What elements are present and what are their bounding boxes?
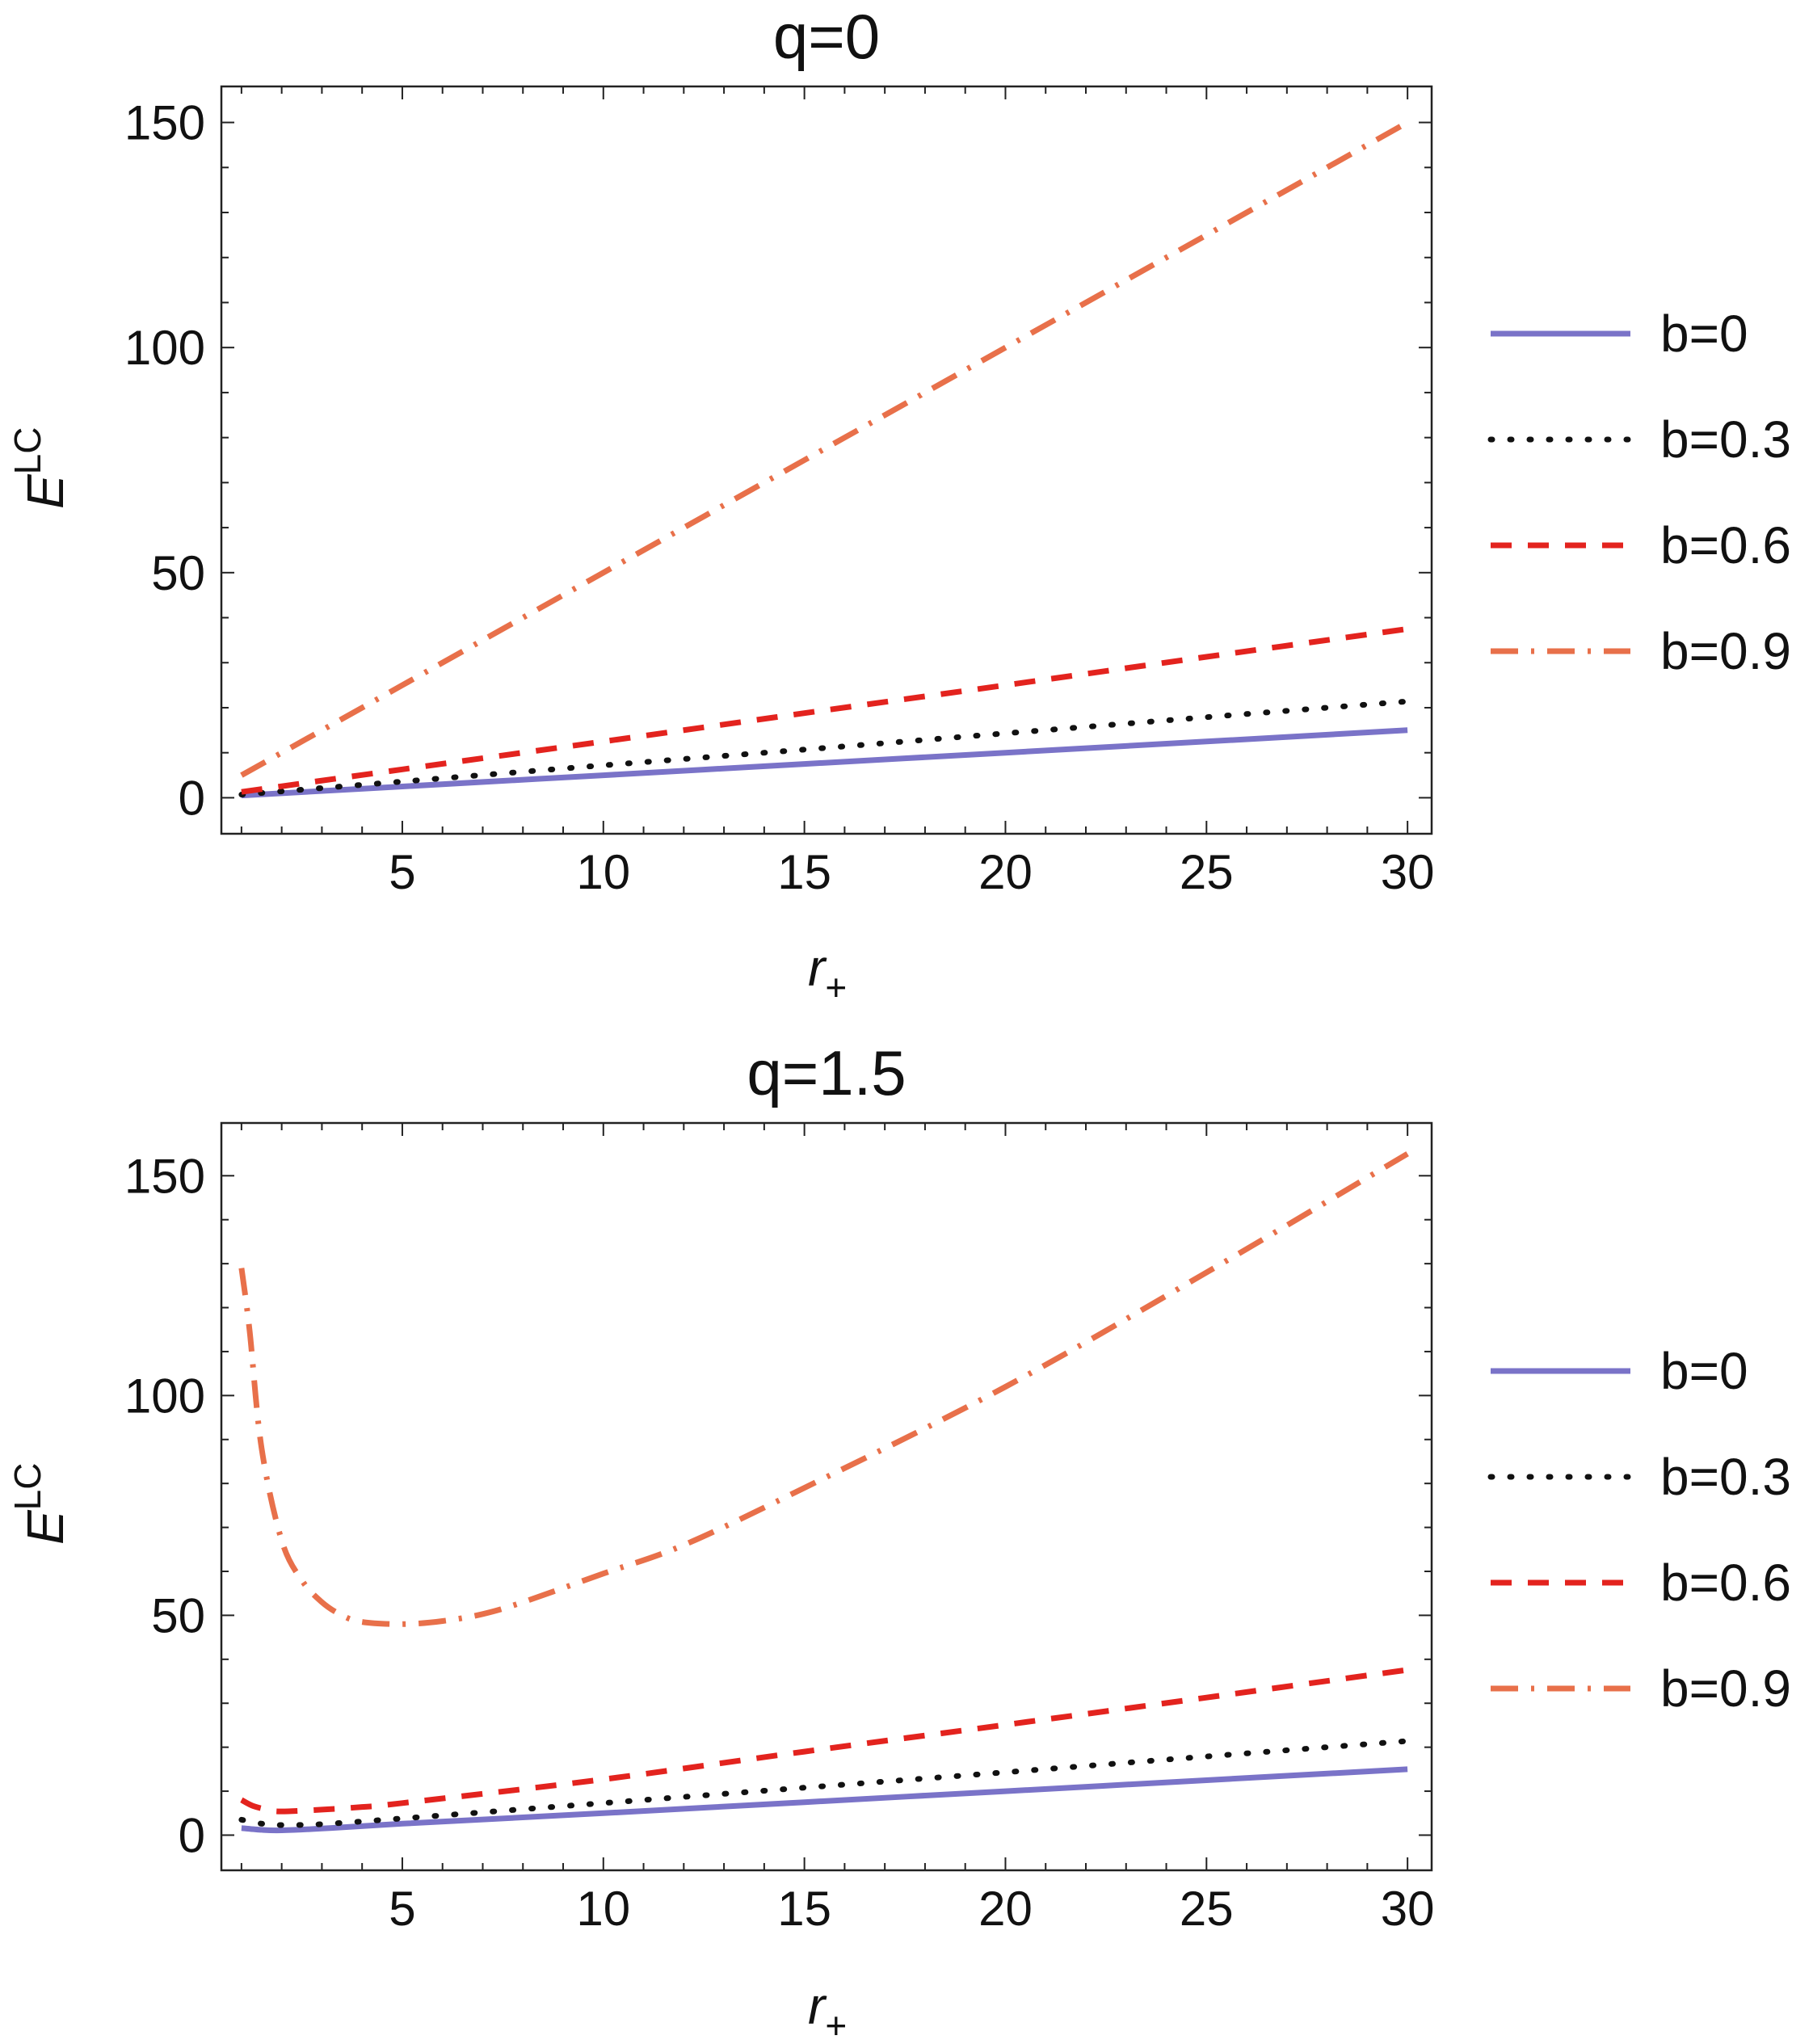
legend-label: b=0.6 (1660, 516, 1791, 574)
series-line-b-0-9 (240, 120, 1409, 778)
series-line-b-0-3 (238, 698, 1411, 797)
chart-title: q=0 (773, 1, 880, 72)
y-axis-label: ELC (6, 427, 74, 510)
ticks-layer: 5 10 15 20 25 30 0 50 100 150 (124, 86, 1435, 899)
plot-area (220, 1121, 1433, 1872)
x-axis-label: r+ (808, 1977, 847, 2044)
plot-frame (220, 1121, 1433, 1872)
series-line-b-0-6 (241, 626, 1408, 795)
legend-label: b=0.3 (1660, 1448, 1791, 1506)
series-line-b-0-6 (240, 1667, 1408, 1815)
x-tick-label: 30 (1381, 1882, 1435, 1936)
x-tick-label: 5 (389, 1882, 415, 1936)
y-tick-label: 100 (124, 1369, 205, 1423)
series-layer (238, 120, 1411, 799)
series-line-b-0 (241, 727, 1408, 799)
y-axis-label: ELC (6, 1463, 74, 1546)
y-tick-label: 0 (179, 1808, 205, 1862)
x-tick-label: 20 (978, 1882, 1033, 1936)
chart-title: q=1.5 (747, 1037, 906, 1108)
plot-area (220, 85, 1433, 835)
x-tick-label: 10 (576, 1882, 630, 1936)
x-tick-label: 15 (777, 1882, 831, 1936)
y-tick-label: 50 (151, 1588, 205, 1642)
series-line-b-0-9 (238, 1151, 1409, 1627)
legend-label: b=0.6 (1660, 1554, 1791, 1612)
legend-label: b=0.9 (1660, 1659, 1791, 1718)
x-tick-label: 5 (389, 845, 415, 899)
legend: b=0 b=0.3 b=0.6 b=0.9 (1487, 1342, 1791, 1718)
x-axis-label: r+ (808, 939, 847, 1008)
x-tick-label: 25 (1180, 845, 1234, 899)
series-line-b-0-3 (238, 1738, 1411, 1828)
y-tick-label: 50 (151, 546, 205, 600)
y-tick-label: 150 (124, 1149, 205, 1203)
chart-panel-top: q=0 5 10 15 20 25 30 0 50 100 150 r+ ELC b=0 b=0.3… (6, 1, 1791, 1008)
x-tick-label: 20 (978, 845, 1033, 899)
series-line-b-0 (241, 1766, 1408, 1834)
ticks-layer: 5 10 15 20 25 30 0 50 100 150 (124, 1123, 1435, 1936)
x-tick-label: 25 (1180, 1882, 1234, 1936)
y-tick-label: 0 (179, 771, 205, 825)
legend-label: b=0.3 (1660, 410, 1791, 469)
plot-frame (220, 85, 1433, 835)
legend: b=0 b=0.3 b=0.6 b=0.9 (1487, 305, 1791, 680)
y-tick-label: 150 (124, 96, 205, 150)
x-tick-label: 30 (1381, 845, 1435, 899)
legend-label: b=0 (1660, 1342, 1748, 1400)
series-layer (238, 1151, 1411, 1834)
x-tick-label: 10 (576, 845, 630, 899)
y-tick-label: 100 (124, 321, 205, 375)
x-tick-label: 15 (777, 845, 831, 899)
legend-label: b=0 (1660, 305, 1748, 363)
legend-label: b=0.9 (1660, 622, 1791, 680)
